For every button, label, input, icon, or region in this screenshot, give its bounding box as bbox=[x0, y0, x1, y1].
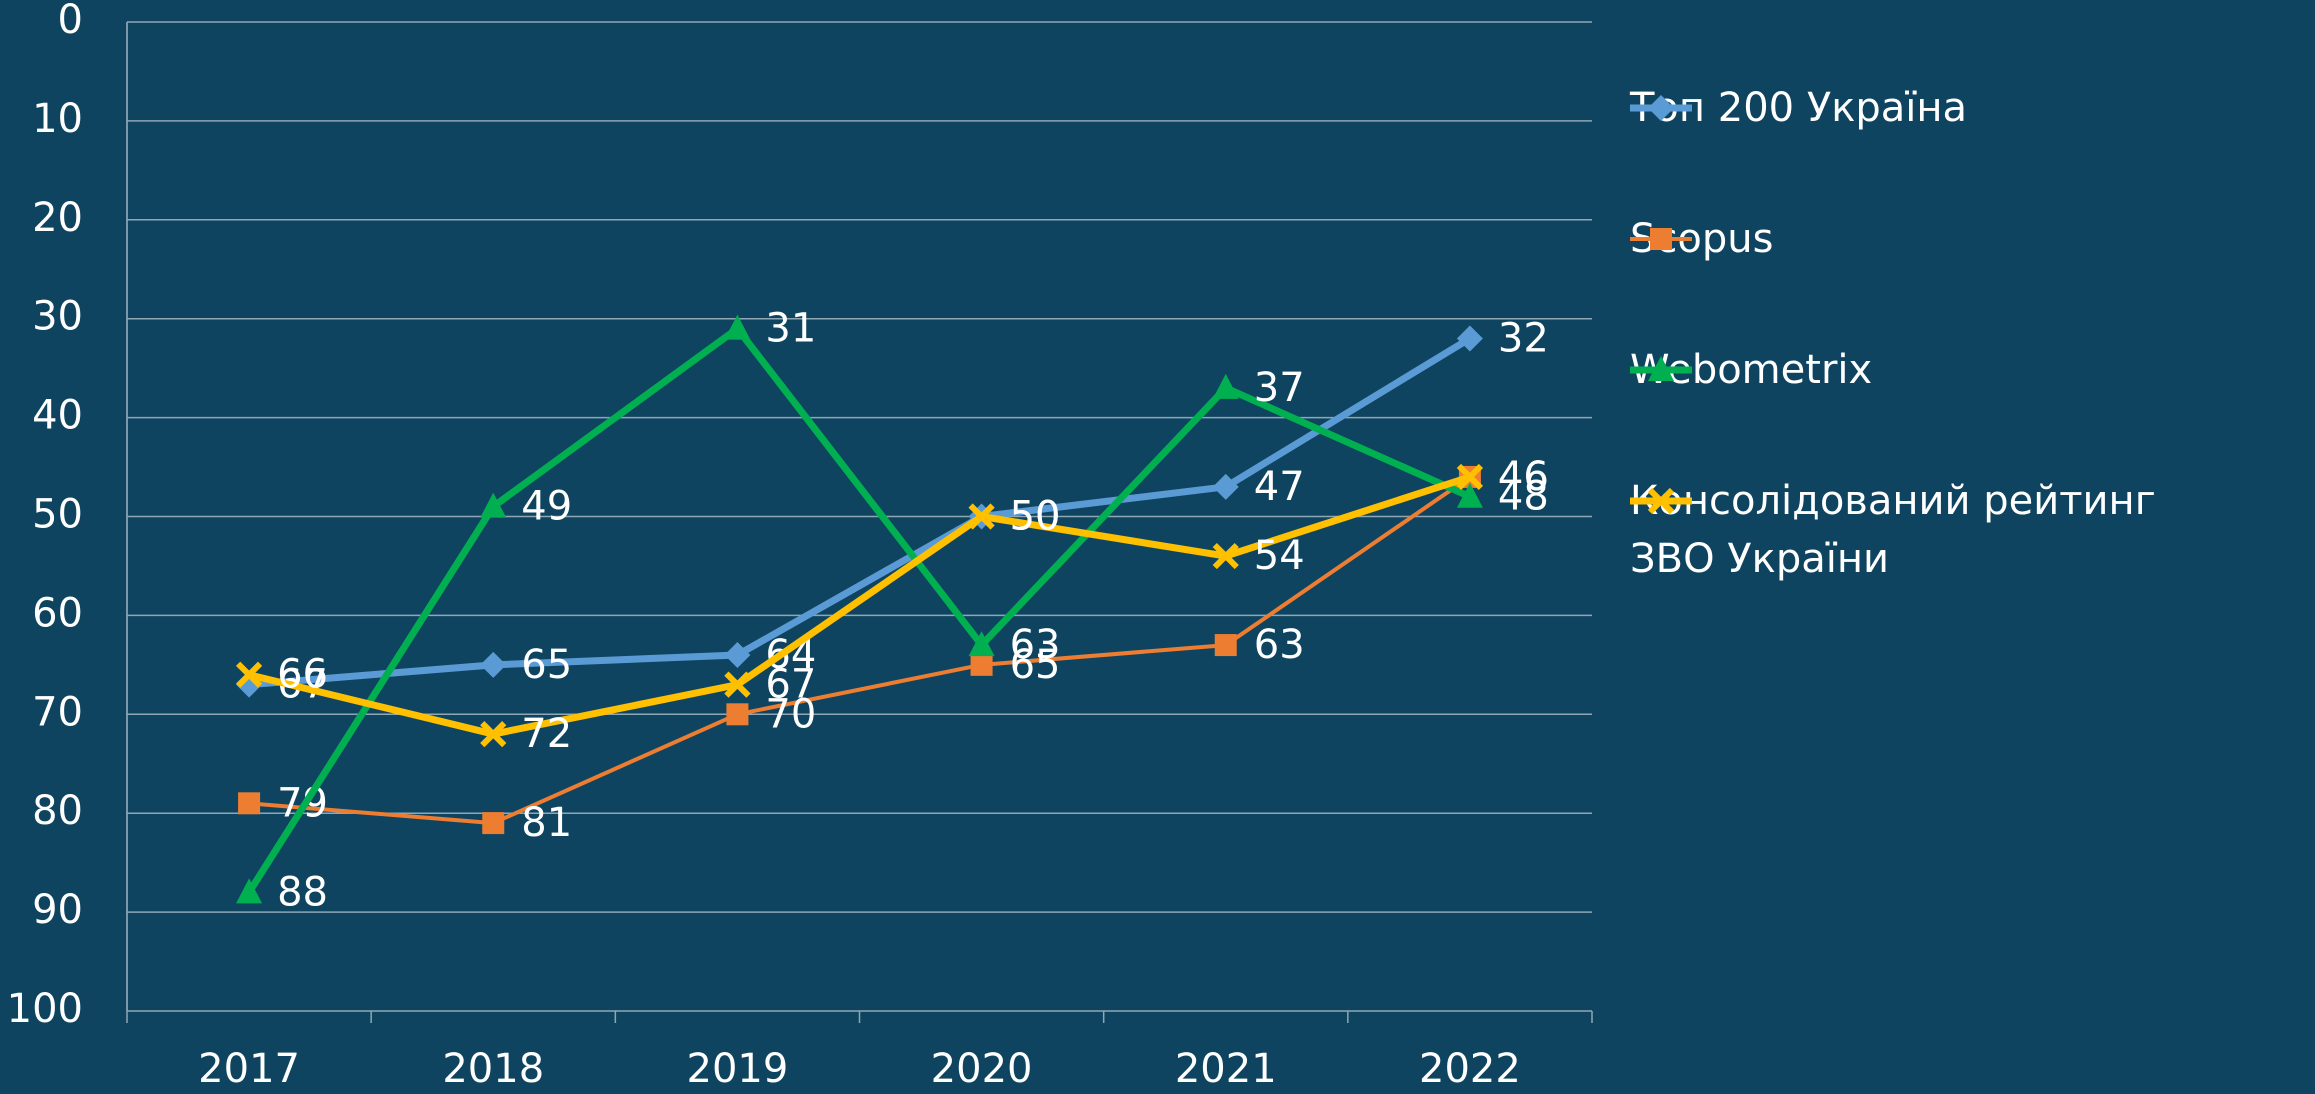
y-tick-label: 90 bbox=[32, 887, 83, 933]
data-label: 63 bbox=[1254, 622, 1305, 668]
page: 0 10 20 30 40 50 60 70 80 90 100 2017 2018 2019 2020 20… bbox=[0, 0, 2315, 1094]
point-marker bbox=[1213, 374, 1239, 399]
point-marker bbox=[480, 652, 506, 678]
data-label: 49 bbox=[521, 484, 572, 530]
data-label: 88 bbox=[277, 869, 328, 915]
x-tick-label: 2022 bbox=[1419, 1046, 1521, 1092]
x-tick-label: 2021 bbox=[1175, 1046, 1277, 1092]
y-tick-label: 60 bbox=[32, 590, 83, 636]
series-line bbox=[249, 329, 1470, 893]
legend-marker bbox=[1650, 228, 1672, 250]
y-tick-label: 0 bbox=[58, 0, 83, 43]
data-label: 72 bbox=[521, 711, 572, 757]
data-label: 31 bbox=[765, 306, 816, 352]
legend: Топ 200 Україна Scopus Webometrix Консолідо… bbox=[1630, 0, 2310, 1094]
data-label: 46 bbox=[1498, 454, 1549, 500]
x-tick-label: 2018 bbox=[442, 1046, 544, 1092]
point-marker bbox=[971, 654, 993, 676]
data-label: 65 bbox=[521, 642, 572, 688]
y-tick-label: 20 bbox=[32, 195, 83, 241]
y-tick-label: 80 bbox=[32, 788, 83, 834]
legend-swatch bbox=[1630, 341, 1692, 399]
point-marker bbox=[726, 703, 748, 725]
legend-label: Scopus bbox=[1630, 210, 2240, 268]
point-marker bbox=[1215, 634, 1237, 656]
legend-item: Топ 200 Україна bbox=[1630, 79, 2240, 137]
y-tick-label: 40 bbox=[32, 393, 83, 439]
data-label: 50 bbox=[1010, 494, 1061, 540]
legend-marker bbox=[1648, 95, 1674, 121]
data-label: 66 bbox=[277, 652, 328, 698]
data-label: 67 bbox=[765, 662, 816, 708]
y-tick-label: 50 bbox=[32, 492, 83, 538]
data-label: 54 bbox=[1254, 533, 1305, 579]
point-marker bbox=[238, 792, 260, 814]
x-tick-label: 2020 bbox=[931, 1046, 1033, 1092]
legend-item: Scopus bbox=[1630, 210, 2240, 268]
legend-label: Webometrix bbox=[1630, 341, 2240, 399]
legend-swatch bbox=[1630, 472, 1692, 530]
y-tick-label: 30 bbox=[32, 294, 83, 340]
legend-item: Консолідований рейтинг ЗВО України bbox=[1630, 472, 2240, 588]
legend-swatch bbox=[1630, 79, 1692, 137]
data-label: 81 bbox=[521, 800, 572, 846]
data-label: 63 bbox=[1010, 622, 1061, 668]
legend-item: Webometrix bbox=[1630, 341, 2240, 399]
data-label: 32 bbox=[1498, 315, 1549, 361]
legend-label: Топ 200 Україна bbox=[1630, 79, 2240, 137]
data-label: 37 bbox=[1254, 365, 1305, 411]
legend-label: Консолідований рейтинг ЗВО України bbox=[1630, 472, 2240, 588]
x-tick-label: 2019 bbox=[687, 1046, 789, 1092]
x-tick-label: 2017 bbox=[198, 1046, 300, 1092]
y-tick-label: 10 bbox=[32, 96, 83, 142]
legend-swatch bbox=[1630, 210, 1692, 268]
y-tick-label: 70 bbox=[32, 689, 83, 735]
point-marker bbox=[482, 812, 504, 834]
data-label: 47 bbox=[1254, 464, 1305, 510]
y-tick-label: 100 bbox=[7, 986, 83, 1032]
